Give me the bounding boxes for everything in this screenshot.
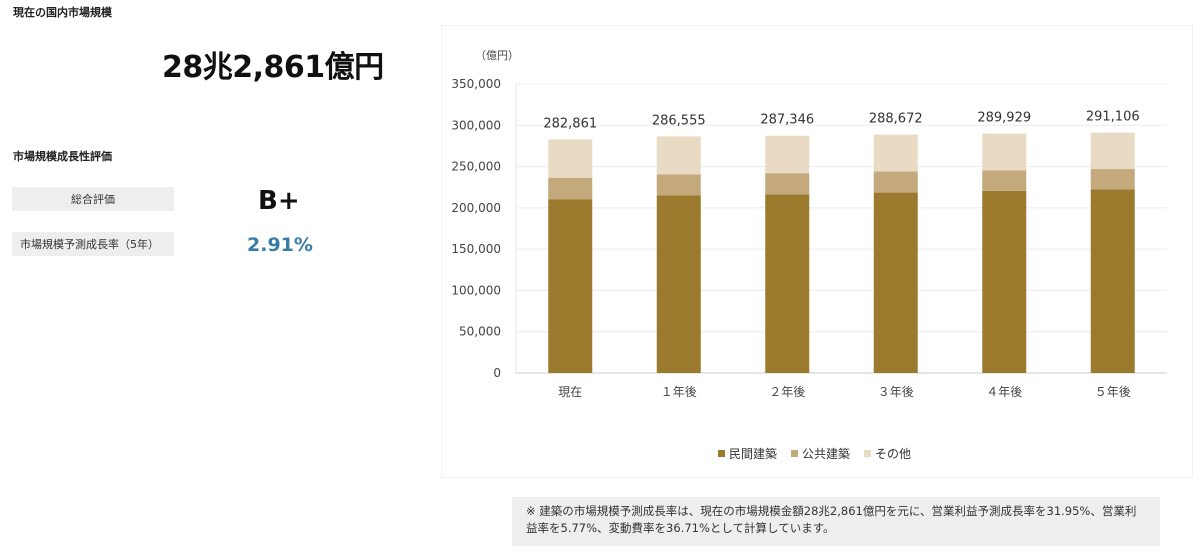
x-tick-label: ２年後 — [769, 385, 805, 399]
x-tick-label: ３年後 — [878, 385, 914, 399]
bar-segment — [656, 174, 701, 196]
bar-segment — [656, 195, 701, 373]
market-size-title: 現在の国内市場規模 — [13, 6, 112, 19]
bar-segment — [548, 199, 593, 373]
stacked-bar-chart: （億円） 0 50,000 100,000 150,000 200,000 250,000 3… — [451, 49, 1167, 461]
calculation-note: ※ 建築の市場規模予測成長率は、現在の市場規模金額28兆2,861億円を元に、営… — [512, 497, 1160, 546]
x-tick-label: 現在 — [558, 385, 582, 399]
y-tick-label: 50,000 — [459, 325, 501, 339]
legend-label: 公共建築 — [802, 446, 850, 461]
chart-panel: （億円） 0 50,000 100,000 150,000 200,000 250,000 3… — [441, 25, 1193, 478]
bar-segment — [982, 190, 1027, 373]
bar-segment — [548, 177, 593, 200]
legend-swatch — [864, 450, 871, 457]
bar-total-label: 291,106 — [1086, 110, 1140, 125]
bar-total-label: 282,861 — [543, 116, 597, 131]
bar-segment — [873, 192, 918, 373]
bar-segment — [873, 171, 918, 193]
bar-segment — [656, 136, 701, 175]
bar-segment — [1090, 169, 1135, 190]
overall-rating-label: 総合評価 — [12, 187, 174, 211]
bar-segment — [873, 134, 918, 172]
bar-segment — [1090, 132, 1135, 170]
y-tick-label: 300,000 — [451, 118, 501, 132]
y-axis-unit-label: （億円） — [475, 49, 519, 62]
y-tick-label: 100,000 — [451, 283, 501, 297]
bar-segment — [548, 139, 593, 178]
y-tick-label: 350,000 — [451, 77, 501, 91]
x-tick-label: ４年後 — [986, 385, 1022, 399]
bar-total-label: 286,555 — [652, 113, 706, 128]
y-tick-label: 150,000 — [451, 242, 501, 256]
x-tick-label: ５年後 — [1095, 385, 1131, 399]
bar-segment — [982, 133, 1027, 171]
legend-swatch — [718, 450, 725, 457]
market-size-value: 28兆2,861億円 — [162, 50, 384, 85]
bar-segment — [1090, 189, 1135, 373]
bar-segment — [765, 194, 810, 373]
legend-label: その他 — [875, 447, 911, 461]
legend-label: 民間建築 — [729, 446, 777, 461]
bar-total-label: 288,672 — [869, 112, 923, 127]
growth-evaluation-title: 市場規模成長性評価 — [13, 150, 112, 163]
bar-total-label: 289,929 — [977, 111, 1031, 126]
y-tick-label: 250,000 — [451, 160, 501, 174]
bar-total-label: 287,346 — [760, 113, 814, 128]
growth-rate-value: 2.91% — [247, 234, 313, 256]
x-tick-label: １年後 — [661, 385, 697, 399]
y-tick-label: 0 — [493, 366, 501, 380]
y-tick-label: 200,000 — [451, 201, 501, 215]
bar-segment — [765, 135, 810, 174]
growth-rate-label: 市場規模予測成長率（5年） — [12, 232, 174, 256]
legend-swatch — [791, 450, 798, 457]
overall-rating-value: B+ — [258, 186, 300, 216]
bar-segment — [982, 170, 1027, 191]
bar-segment — [765, 173, 810, 195]
